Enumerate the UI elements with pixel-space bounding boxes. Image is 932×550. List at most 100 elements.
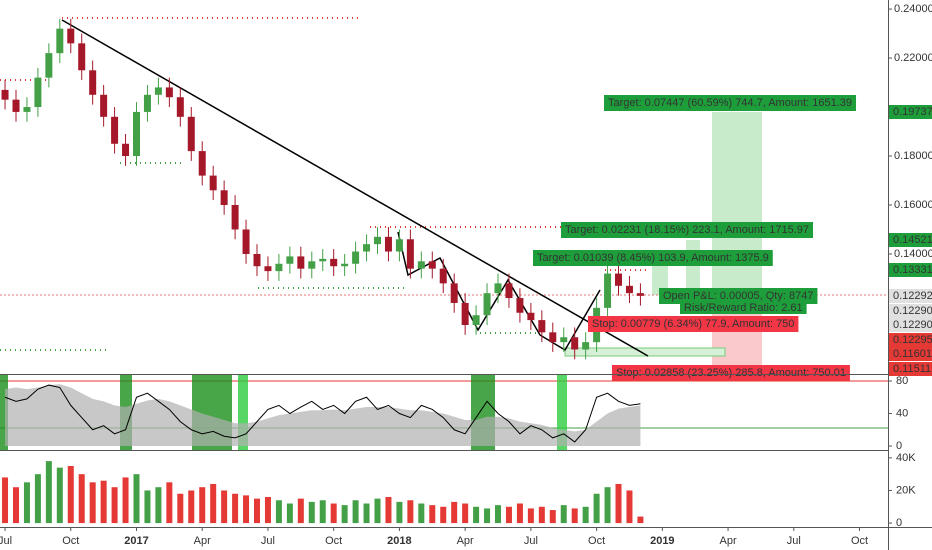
volume-bar: [23, 482, 30, 524]
candle-body: [89, 70, 97, 95]
candle-body: [341, 263, 349, 267]
volume-bar: [177, 493, 184, 524]
candle-body: [450, 283, 458, 303]
volume-bar: [89, 482, 96, 524]
volume-bar: [407, 500, 414, 524]
annotation-text: Target: 0.01039 (8.45%) 103.9, Amount: 1…: [537, 252, 769, 264]
candle-body: [472, 315, 480, 325]
volume-bar: [473, 506, 480, 524]
volume-bar: [341, 505, 348, 524]
volume-bar: [396, 501, 403, 524]
x-tick-label: Oct: [325, 535, 342, 547]
osc-tick-label: 40: [896, 407, 908, 419]
volume-bar: [374, 498, 381, 524]
x-tick-label: Jul: [787, 535, 801, 547]
vol-tick-label: 0: [896, 517, 902, 529]
volume-bar: [626, 490, 633, 524]
vol-tick-label: 20K: [896, 484, 916, 496]
candle-body: [165, 87, 173, 98]
candle-body: [352, 251, 360, 264]
price-label: 0.12290: [893, 305, 932, 317]
volume-bar: [199, 487, 206, 524]
price-label: 0.12295: [893, 334, 932, 346]
volume-bar: [111, 487, 118, 524]
candle-body: [198, 151, 206, 176]
volume-bar: [538, 506, 545, 524]
y-tick-label: 0.24000: [894, 3, 932, 15]
volume-bar: [363, 503, 370, 524]
price-label: 0.12292: [893, 290, 932, 302]
volume-bar: [254, 498, 261, 524]
candle-body: [143, 94, 151, 112]
volume-bar: [56, 467, 63, 524]
price-label-box: [889, 347, 932, 361]
price-label-box: [889, 105, 932, 119]
candle-body: [23, 107, 31, 112]
vol-tick-label: 40K: [896, 452, 916, 464]
candle-body: [1, 89, 9, 100]
candle-body: [253, 253, 261, 267]
candle-body: [242, 229, 250, 254]
candle-body: [428, 261, 436, 269]
volume-bar: [462, 503, 469, 524]
profit-zone: [712, 112, 762, 295]
candle-body: [538, 320, 546, 333]
annotation-text: Open P&L: 0.00005, Qty: 8747: [663, 290, 813, 302]
annotation-text: Target: 0.07447 (60.59%) 744.7, Amount: …: [608, 97, 852, 109]
volume-bar: [67, 466, 74, 524]
volume-bar: [155, 487, 162, 524]
candle-body: [187, 116, 195, 152]
volume-bar: [297, 498, 304, 524]
volume-bar: [418, 503, 425, 524]
x-tick-label: 2018: [387, 535, 411, 547]
x-tick-label: 2019: [650, 535, 674, 547]
annotation-box: [604, 95, 857, 111]
price-label: 0.13331: [893, 264, 932, 276]
trend-line: [61, 19, 649, 357]
volume-bar: [286, 503, 293, 524]
volume-bar: [144, 490, 151, 524]
price-label: 0.12290: [893, 319, 932, 331]
price-label-box: [889, 263, 932, 277]
candle-body: [625, 285, 633, 294]
annotation-box: [612, 365, 850, 381]
volume-bar: [275, 500, 282, 524]
volume-bar: [440, 506, 447, 524]
candle-body: [34, 77, 42, 108]
candle-body: [132, 111, 140, 157]
annotation-text: Stop: 0.00779 (6.34%) 77.9, Amount: 750: [592, 318, 794, 330]
volume-bar: [166, 482, 173, 524]
volume-bar: [319, 500, 326, 524]
candle-body: [374, 236, 382, 245]
candle-body: [78, 43, 86, 71]
volume-bar: [34, 474, 41, 524]
annotation-box: [533, 250, 773, 266]
candle-body: [308, 261, 316, 269]
price-label-box: [889, 304, 932, 318]
candle-body: [494, 283, 502, 294]
volume-bar: [210, 483, 217, 524]
annotation-box: [588, 316, 799, 332]
volume-bar: [352, 500, 359, 524]
volume-bar: [308, 501, 315, 524]
y-tick-label: 0.14000: [894, 248, 932, 260]
y-tick-label: 0.16000: [894, 199, 932, 211]
candle-body: [395, 239, 403, 252]
price-label-box: [889, 362, 932, 376]
candle-body: [615, 273, 623, 286]
candle-body: [461, 302, 469, 325]
volume-bar: [12, 487, 19, 524]
x-tick-label: Apr: [457, 535, 474, 547]
x-tick-label: Jul: [261, 535, 275, 547]
volume-bar: [133, 474, 140, 524]
price-label-box: [889, 289, 932, 303]
profit-zone: [652, 265, 668, 295]
candle-body: [45, 53, 53, 78]
candle-body: [363, 244, 371, 252]
annotation-text: Stop: 0.02858 (23.25%) 285.8, Amount: 75…: [616, 367, 846, 379]
volume-bar: [637, 516, 644, 524]
candle-body: [286, 256, 294, 264]
candle-body: [516, 298, 524, 313]
